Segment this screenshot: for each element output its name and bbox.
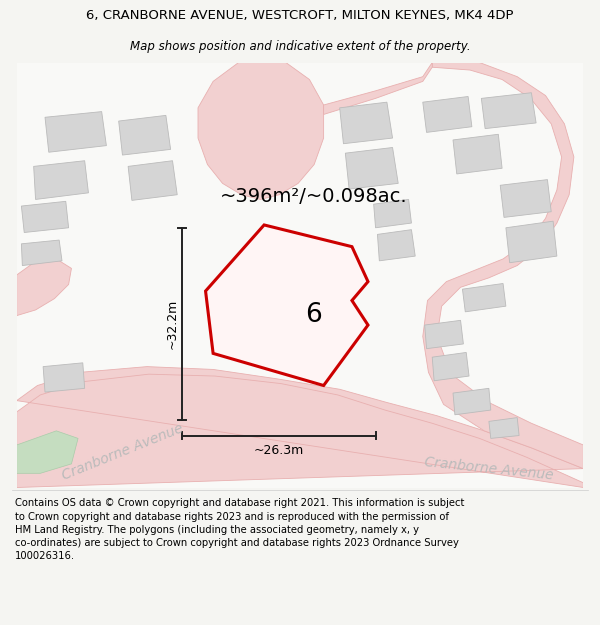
Polygon shape	[506, 221, 557, 262]
Polygon shape	[377, 229, 415, 261]
Polygon shape	[500, 179, 551, 218]
Polygon shape	[453, 388, 491, 415]
Text: 6: 6	[305, 302, 322, 328]
Text: Map shows position and indicative extent of the property.: Map shows position and indicative extent…	[130, 41, 470, 53]
Text: Cranborne Avenue: Cranborne Avenue	[424, 455, 554, 482]
Polygon shape	[198, 62, 323, 199]
Polygon shape	[43, 363, 85, 392]
Polygon shape	[481, 92, 536, 129]
Polygon shape	[22, 201, 68, 232]
Polygon shape	[17, 259, 71, 316]
Polygon shape	[453, 134, 502, 174]
Text: ~26.3m: ~26.3m	[254, 444, 304, 457]
Polygon shape	[128, 161, 177, 201]
Polygon shape	[423, 62, 583, 469]
Polygon shape	[119, 116, 170, 155]
Polygon shape	[323, 62, 432, 114]
Text: 6, CRANBORNE AVENUE, WESTCROFT, MILTON KEYNES, MK4 4DP: 6, CRANBORNE AVENUE, WESTCROFT, MILTON K…	[86, 9, 514, 22]
Polygon shape	[346, 148, 398, 189]
Text: ~32.2m: ~32.2m	[166, 299, 179, 349]
Text: ~396m²/~0.098ac.: ~396m²/~0.098ac.	[220, 187, 407, 206]
Text: Cranborne Avenue: Cranborne Avenue	[60, 421, 185, 482]
Polygon shape	[489, 418, 519, 438]
Polygon shape	[22, 240, 62, 266]
Polygon shape	[423, 96, 472, 132]
Text: Contains OS data © Crown copyright and database right 2021. This information is : Contains OS data © Crown copyright and d…	[15, 499, 464, 561]
Polygon shape	[34, 161, 88, 199]
Polygon shape	[340, 102, 392, 144]
Polygon shape	[374, 199, 412, 228]
Polygon shape	[432, 352, 469, 381]
Polygon shape	[206, 225, 368, 386]
Polygon shape	[45, 112, 106, 152]
Polygon shape	[17, 431, 78, 473]
Polygon shape	[425, 321, 463, 349]
Polygon shape	[17, 367, 583, 488]
Polygon shape	[463, 284, 506, 312]
